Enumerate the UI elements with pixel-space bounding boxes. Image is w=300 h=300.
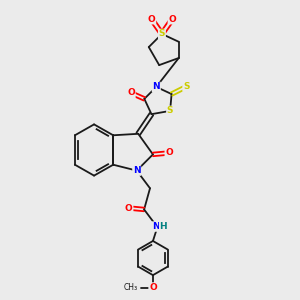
- Text: N: N: [133, 166, 141, 175]
- Text: O: O: [148, 15, 155, 24]
- Text: CH₃: CH₃: [124, 283, 138, 292]
- Text: N: N: [152, 82, 160, 91]
- Text: S: S: [167, 106, 173, 116]
- Text: O: O: [125, 203, 133, 212]
- Text: O: O: [149, 283, 157, 292]
- Text: O: O: [127, 88, 135, 98]
- Text: S: S: [159, 29, 165, 38]
- Text: N: N: [152, 222, 160, 231]
- Text: O: O: [165, 148, 173, 158]
- Text: O: O: [168, 15, 176, 24]
- Text: S: S: [183, 82, 190, 91]
- Text: H: H: [159, 222, 167, 231]
